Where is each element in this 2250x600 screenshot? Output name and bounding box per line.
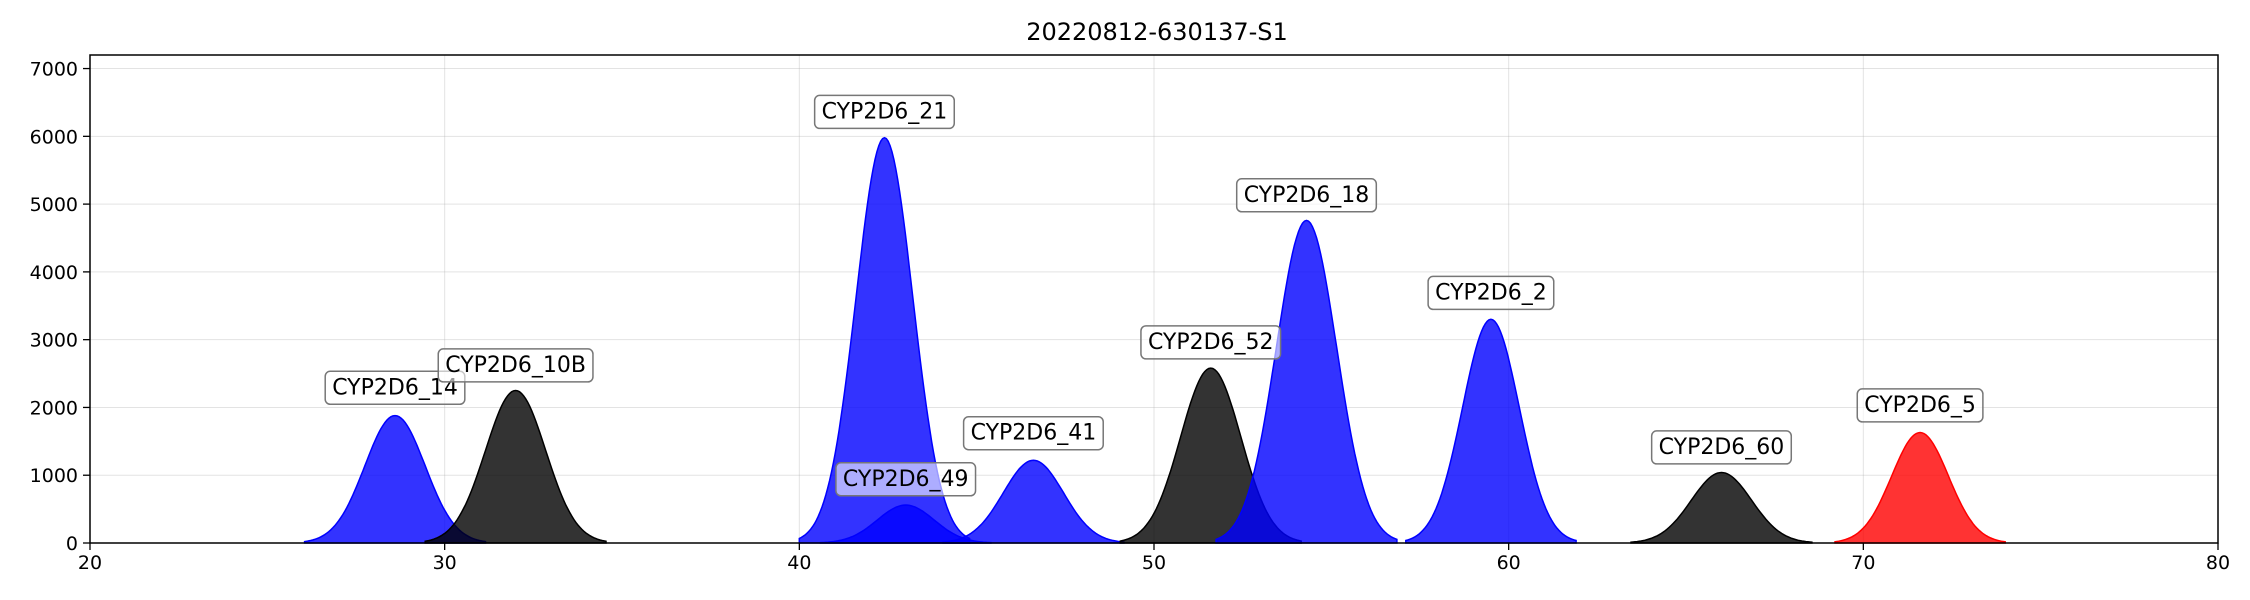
peaks	[303, 136, 2006, 544]
peak-label-box	[1650, 430, 1793, 465]
y-tick-label: 6000	[30, 126, 78, 148]
peak-label-text: CYP2D6_60	[1659, 435, 1785, 460]
y-tick-label: 1000	[30, 465, 78, 487]
peak-label-box	[437, 348, 594, 383]
peak-label-box	[1235, 178, 1378, 213]
peak-CYP2D6_41	[942, 459, 1125, 544]
peak-label-box	[835, 462, 977, 497]
peak-label-text: CYP2D6_2	[1435, 280, 1547, 305]
peak-label-box	[962, 415, 1104, 451]
peak-CYP2D6_21	[798, 136, 971, 544]
y-tick-label: 0	[66, 533, 78, 555]
x-tick-label: 70	[1851, 552, 1875, 574]
peak-label-CYP2D6_49: CYP2D6_49	[835, 462, 977, 497]
peak-CYP2D6_2	[1405, 318, 1577, 544]
peak-label-CYP2D6_5: CYP2D6_5	[1856, 388, 1984, 423]
y-tick-label: 4000	[30, 262, 78, 284]
peak-label-box	[813, 94, 956, 130]
peak-label-text: CYP2D6_18	[1244, 183, 1370, 208]
peak-label-text: CYP2D6_21	[822, 99, 948, 124]
peak-label-box	[1427, 275, 1555, 311]
peak-label-text: CYP2D6_10B	[445, 353, 586, 378]
chart-title: 20220812-630137-S1	[1026, 18, 1288, 46]
peak-CYP2D6_10B	[424, 389, 607, 544]
y-tick-label: 5000	[30, 194, 78, 216]
peak-CYP2D6_18	[1215, 219, 1398, 544]
y-tick-label: 7000	[30, 59, 78, 81]
y-tick-label: 2000	[30, 397, 78, 419]
peak-label-CYP2D6_14: CYP2D6_14	[324, 370, 466, 406]
axis-ticks: 20 30 40 50 60 70 80 0 1000 2000 3000 4000 5000 6000 7…	[30, 59, 2230, 574]
peak-labels: CYP2D6_14CYP2D6_10BCYP2D6_21CYP2D6_49CYP…	[324, 94, 1984, 497]
y-tick-label: 3000	[30, 330, 78, 352]
peak-label-CYP2D6_18: CYP2D6_18	[1235, 178, 1378, 213]
peak-CYP2D6_5	[1834, 431, 2006, 544]
peak-label-box	[324, 370, 466, 406]
peak-label-box	[1856, 388, 1984, 423]
peak-label-box	[1140, 325, 1282, 360]
peak-label-CYP2D6_21: CYP2D6_21	[813, 94, 956, 130]
x-tick-label: 50	[1142, 552, 1166, 574]
peak-CYP2D6_60	[1630, 471, 1813, 544]
peak-label-text: CYP2D6_49	[843, 467, 969, 492]
peak-label-CYP2D6_41: CYP2D6_41	[962, 415, 1104, 451]
x-tick-label: 20	[78, 552, 102, 574]
peak-label-CYP2D6_60: CYP2D6_60	[1650, 430, 1793, 465]
peak-label-CYP2D6_52: CYP2D6_52	[1140, 325, 1282, 360]
x-tick-label: 60	[1497, 552, 1521, 574]
x-tick-label: 30	[433, 552, 457, 574]
peak-label-CYP2D6_2: CYP2D6_2	[1427, 275, 1555, 311]
peak-label-text: CYP2D6_41	[971, 421, 1097, 446]
peak-label-CYP2D6_10B: CYP2D6_10B	[437, 348, 594, 383]
peak-label-text: CYP2D6_52	[1148, 330, 1274, 355]
x-tick-label: 40	[787, 552, 811, 574]
x-tick-label: 80	[2206, 552, 2230, 574]
peak-label-text: CYP2D6_5	[1864, 393, 1976, 418]
peak-label-text: CYP2D6_14	[332, 375, 458, 400]
